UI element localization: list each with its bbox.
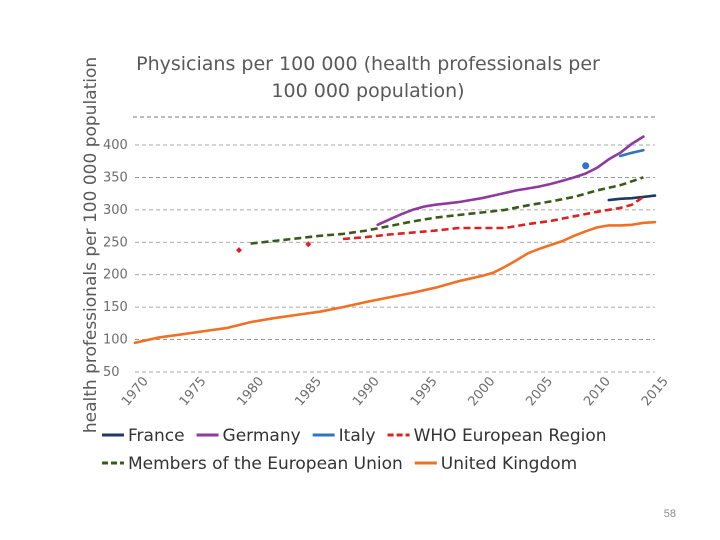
series-line-italy [618, 148, 645, 158]
series-line-united-kingdom [133, 220, 657, 345]
marker-who-european-region-1 [305, 241, 312, 248]
x-tick-labels: 1970 1975 1980 1985 1990 1995 2000 2005 2010 2015 [119, 374, 672, 409]
x-tick-2015: 2015 [639, 374, 672, 409]
x-tick-1970: 1970 [119, 374, 152, 409]
y-tick-250: 250 [103, 235, 128, 250]
x-tick-1975: 1975 [177, 374, 210, 409]
y-axis-label: health professionals per 100 000 populat… [81, 57, 101, 433]
legend-label-who-european-region: WHO European Region [414, 426, 607, 446]
y-tick-labels: 50 100 150 200 250 300 350 400 [103, 138, 128, 380]
title-line-2: 100 000 population) [271, 80, 464, 102]
x-tick-1985: 1985 [292, 374, 325, 409]
page-number: 58 [663, 508, 676, 520]
y-tick-100: 100 [103, 333, 128, 348]
series-line-germany [376, 135, 645, 227]
y-tick-150: 150 [103, 300, 128, 315]
legend-label-france: France [128, 426, 185, 446]
x-tick-2005: 2005 [523, 374, 556, 409]
x-tick-2010: 2010 [581, 374, 614, 409]
legend-label-united-kingdom: United Kingdom [441, 454, 577, 474]
y-tick-300: 300 [103, 203, 128, 218]
marker-italy-0 [582, 162, 590, 170]
chart-title: Physicians per 100 000 (health professio… [136, 53, 600, 102]
y-tick-400: 400 [103, 138, 128, 153]
series-line-who-european-region [342, 195, 645, 241]
series-markers [236, 162, 590, 254]
legend-label-germany: Germany [223, 426, 301, 446]
y-tick-200: 200 [103, 268, 128, 283]
series-line-members-of-the-european-union [250, 176, 644, 245]
x-tick-2000: 2000 [466, 374, 499, 409]
x-tick-1995: 1995 [408, 374, 441, 409]
legend: France Germany Italy WHO European Region Mem… [102, 426, 607, 474]
gridlines [135, 144, 655, 373]
title-line-1: Physicians per 100 000 (health professio… [136, 53, 600, 75]
marker-who-european-region-0 [236, 247, 242, 254]
series-line-france [607, 194, 657, 202]
legend-label-members-of-the-european-union: Members of the European Union [128, 454, 403, 474]
legend-label-italy: Italy [339, 426, 376, 446]
x-tick-1990: 1990 [350, 374, 383, 409]
y-tick-350: 350 [103, 170, 128, 185]
y-tick-50: 50 [103, 365, 120, 380]
series-lines [133, 135, 657, 345]
x-tick-1980: 1980 [234, 374, 267, 409]
